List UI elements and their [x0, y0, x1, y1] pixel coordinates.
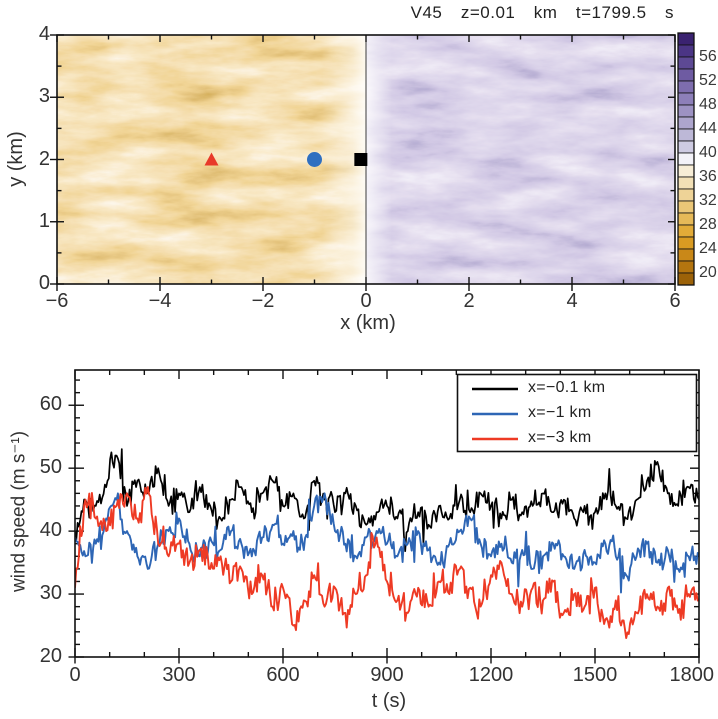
colorbar-segment [677, 224, 695, 238]
colorbar-segment [677, 260, 695, 274]
colorbar-segment [677, 188, 695, 202]
colorbar [677, 32, 695, 286]
colorbar-segment [677, 128, 695, 142]
colorbar-segment [677, 56, 695, 70]
colorbar-segment [677, 32, 695, 46]
colorbar-segment [677, 176, 695, 190]
colorbar-segment [677, 44, 695, 58]
marker-red-triangle-icon [204, 152, 219, 166]
series-line-blue [75, 492, 699, 594]
colorbar-segment [677, 140, 695, 154]
chart-ticks [68, 370, 700, 664]
marker-black-square-icon [354, 153, 368, 166]
colorbar-segment [677, 104, 695, 118]
chart-y-axis-label: wind speed (m s⁻¹) [8, 430, 30, 592]
chart-series-lines [75, 448, 699, 640]
marker-blue-circle-icon [307, 152, 322, 167]
colorbar-segment [677, 80, 695, 94]
map-x-axis-label: x (km) [340, 312, 396, 334]
map-y-axis-label: y (km) [5, 131, 27, 187]
colorbar-segment [677, 68, 695, 82]
colorbar-segment [677, 164, 695, 178]
map-ticks [50, 34, 676, 291]
map-markers [204, 152, 368, 167]
map-panel [50, 34, 676, 291]
colorbar-segment [677, 92, 695, 106]
colorbar-segment [677, 248, 695, 262]
colorbar-segment [677, 200, 695, 214]
chart-border [74, 369, 700, 658]
series-line-red [75, 486, 699, 640]
colorbar-border [677, 32, 695, 286]
colorbar-segment [677, 272, 695, 286]
series-line-black [75, 448, 699, 553]
chart-x-axis-label: t (s) [371, 690, 407, 712]
colorbar-segment [677, 236, 695, 250]
wind-chart [68, 369, 700, 664]
colorbar-segment [677, 116, 695, 130]
legend [456, 373, 698, 453]
map-field-right [366, 35, 675, 284]
front-lightening-right [366, 35, 392, 284]
colorbar-segment [677, 212, 695, 226]
map-title: V45 z=0.01 km t=1799.5 s [410, 3, 674, 22]
colorbar-segment [677, 152, 695, 166]
